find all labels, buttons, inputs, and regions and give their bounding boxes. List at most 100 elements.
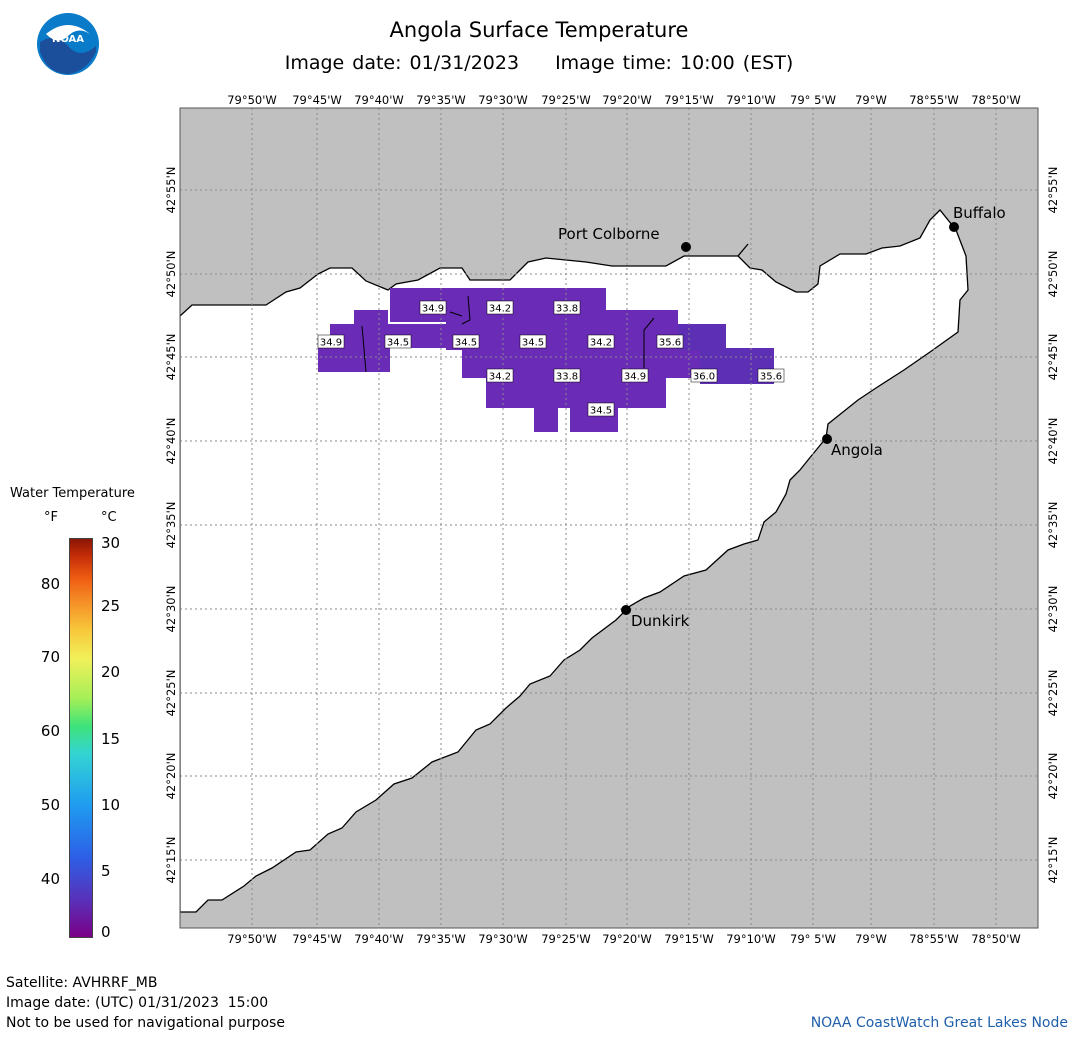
legend-f-tick: 50 bbox=[40, 796, 60, 814]
longitude-label: 78°55'W bbox=[909, 932, 959, 946]
temperature-label: 34.2 bbox=[489, 304, 511, 315]
longitude-label: 79° 5'W bbox=[790, 93, 836, 107]
legend-c-tick: 10 bbox=[101, 796, 121, 814]
longitude-label: 79°W bbox=[855, 93, 887, 107]
temperature-label: 34.9 bbox=[422, 304, 444, 315]
latitude-label: 42°25'N bbox=[164, 670, 178, 717]
temperature-label-box bbox=[690, 368, 718, 383]
latitude-label: 42°45'N bbox=[1046, 334, 1060, 381]
latitude-label: 42°40'N bbox=[1046, 418, 1060, 465]
longitude-labels-top: 79°50'W 79°45'W 79°40'W 79°35'W 79°30'W 79°25… bbox=[227, 93, 1021, 107]
temperature-label-box bbox=[587, 402, 615, 417]
city-dot-icon bbox=[949, 222, 959, 232]
city-dot-icon bbox=[621, 605, 631, 615]
sst-cell bbox=[678, 324, 726, 350]
longitude-label: 79°35'W bbox=[416, 93, 466, 107]
longitude-label: 79°40'W bbox=[354, 932, 404, 946]
longitude-label: 79° 5'W bbox=[790, 932, 836, 946]
latitude-label: 42°15'N bbox=[164, 837, 178, 884]
longitude-label: 79°45'W bbox=[292, 932, 342, 946]
temperature-label-box bbox=[757, 368, 785, 383]
temperature-label: 33.8 bbox=[556, 304, 578, 315]
temperature-label: 35.6 bbox=[760, 372, 782, 383]
city-dot-icon bbox=[822, 434, 832, 444]
svg-text:NOAA: NOAA bbox=[52, 34, 84, 45]
longitude-label: 79°50'W bbox=[227, 932, 277, 946]
temperature-label: 35.6 bbox=[659, 338, 681, 349]
legend-f-tick: 60 bbox=[40, 722, 60, 740]
temperature-label-box bbox=[656, 334, 684, 349]
latitude-label: 42°35'N bbox=[164, 502, 178, 549]
legend-f-tick: 80 bbox=[40, 575, 60, 593]
temperature-label-box bbox=[553, 368, 581, 383]
noaa-logo-icon: NOAA bbox=[37, 13, 99, 75]
latitude-label: 42°50'N bbox=[164, 251, 178, 298]
temperature-label: 34.9 bbox=[624, 372, 646, 383]
longitude-label: 79°10'W bbox=[726, 93, 776, 107]
latitude-labels-left: 42°55'N 42°50'N 42°45'N 42°40'N 42°35'N 42°30… bbox=[164, 167, 178, 884]
shore-breaklines bbox=[361, 295, 655, 373]
sst-cell bbox=[446, 310, 678, 350]
latitude-label: 42°20'N bbox=[164, 753, 178, 800]
temperature-labels: 34.9 34.2 33.8 34.9 34.5 34.5 34.5 34.2 35.6 34.2… bbox=[317, 300, 785, 417]
temperature-label-box bbox=[486, 368, 514, 383]
satellite-label: Satellite: AVHRRF_MB bbox=[6, 975, 158, 991]
sst-cell bbox=[486, 378, 666, 408]
city-label: Port Colborne bbox=[558, 225, 660, 243]
temperature-label: 34.5 bbox=[522, 338, 544, 349]
temperature-label-box bbox=[621, 368, 649, 383]
legend-unit-fahrenheit: °F bbox=[44, 510, 58, 525]
sst-cell bbox=[354, 310, 388, 324]
temperature-label: 34.9 bbox=[320, 338, 342, 349]
temperature-label-box bbox=[519, 334, 547, 349]
temperature-label-box bbox=[452, 334, 480, 349]
temperature-label-box bbox=[587, 334, 615, 349]
temperature-label: 34.5 bbox=[590, 406, 612, 417]
longitude-label: 79°45'W bbox=[292, 93, 342, 107]
temperature-label: 34.2 bbox=[590, 338, 612, 349]
city-label: Buffalo bbox=[953, 204, 1006, 222]
legend-c-tick: 30 bbox=[101, 534, 121, 552]
temperature-label-box bbox=[384, 334, 412, 349]
longitude-label: 79°30'W bbox=[478, 93, 528, 107]
temperature-label-box bbox=[486, 300, 514, 315]
longitude-label: 79°20'W bbox=[602, 932, 652, 946]
latitude-label: 42°55'N bbox=[164, 167, 178, 214]
legend-c-tick: 15 bbox=[101, 730, 121, 748]
temperature-label: 33.8 bbox=[556, 372, 578, 383]
city-label: Dunkirk bbox=[631, 612, 690, 630]
latitude-label: 42°55'N bbox=[1046, 167, 1060, 214]
longitude-label: 79°10'W bbox=[726, 932, 776, 946]
image-time-label: Image time: 10:00 (EST) bbox=[555, 52, 794, 74]
legend-f-tick: 40 bbox=[40, 870, 60, 888]
temperature-label-box bbox=[553, 300, 581, 315]
temperature-label: 34.2 bbox=[489, 372, 511, 383]
longitude-label: 78°50'W bbox=[971, 93, 1021, 107]
legend-title: Water Temperature bbox=[10, 486, 135, 501]
latitude-label: 42°40'N bbox=[164, 418, 178, 465]
city-label: Angola bbox=[831, 441, 883, 459]
longitude-label: 79°W bbox=[855, 932, 887, 946]
longitude-label: 78°55'W bbox=[909, 93, 959, 107]
longitude-labels-bottom: 79°50'W 79°45'W 79°40'W 79°35'W 79°30'W 79°25… bbox=[227, 932, 1021, 946]
longitude-label: 79°50'W bbox=[227, 93, 277, 107]
legend-c-tick: 25 bbox=[101, 597, 121, 615]
longitude-label: 79°15'W bbox=[664, 932, 714, 946]
legend-f-tick: 70 bbox=[40, 648, 60, 666]
longitude-label: 79°25'W bbox=[541, 93, 591, 107]
longitude-label: 79°30'W bbox=[478, 932, 528, 946]
disclaimer-label: Not to be used for navigational purpose bbox=[6, 1015, 285, 1031]
legend-c-tick: 0 bbox=[101, 923, 111, 941]
city-dot-icon bbox=[681, 242, 691, 252]
latitude-label: 42°50'N bbox=[1046, 251, 1060, 298]
longitude-label: 79°40'W bbox=[354, 93, 404, 107]
latitude-label: 42°45'N bbox=[164, 334, 178, 381]
image-date-label: Image date: 01/31/2023 bbox=[284, 52, 520, 74]
longitude-label: 78°50'W bbox=[971, 932, 1021, 946]
city-markers: Port Colborne Buffalo Angola Dunkirk bbox=[558, 204, 1006, 630]
map-subtitle: Image date: 01/31/2023 Image time: 10:00 … bbox=[0, 52, 1078, 74]
latitude-label: 42°35'N bbox=[1046, 502, 1060, 549]
temperature-colorbar bbox=[69, 538, 93, 938]
map-frame bbox=[179, 107, 1039, 929]
sst-cell bbox=[534, 406, 558, 432]
